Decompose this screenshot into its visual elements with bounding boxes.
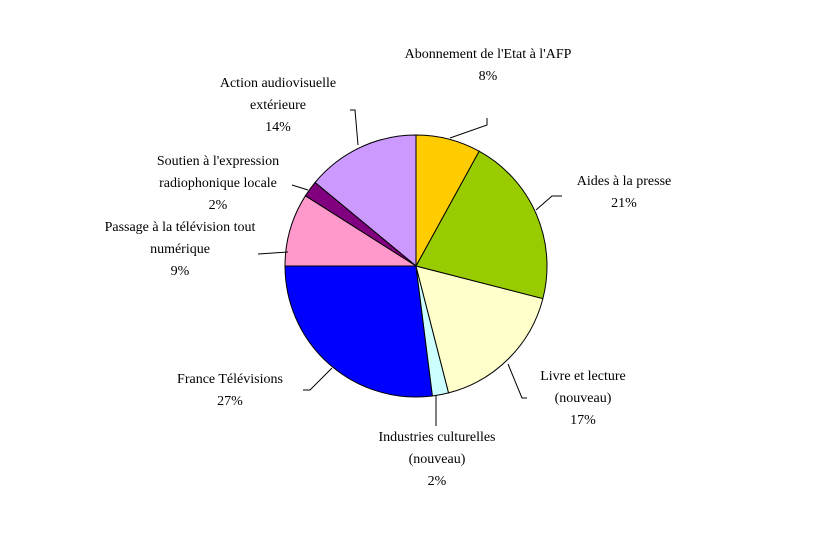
pie-slice (314, 134, 417, 268)
value-label: 9% (170, 264, 190, 279)
pie-slice (415, 265, 544, 394)
slice-label: Aides à la presse 21% (554, 171, 694, 215)
value-label: 2% (427, 474, 447, 489)
slice-label: Abonnement de l'Etat à l'AFP 8% (398, 44, 578, 88)
category-label: Aides à la presse (576, 174, 672, 189)
slice-label: Passage à la télévision tout numérique 9% (98, 217, 263, 283)
leader-line (449, 118, 488, 139)
value-label: 2% (208, 198, 228, 213)
value-label: 27% (217, 394, 243, 409)
category-label: France Télévisions (177, 372, 283, 387)
leader-line (303, 367, 333, 391)
leader-line (350, 109, 359, 146)
slice-label: Action audiovisuelle extérieure 14% (203, 73, 353, 139)
leader-line (507, 363, 527, 399)
pie-slice (415, 150, 548, 300)
value-label: 17% (570, 413, 596, 428)
value-label: 21% (611, 196, 637, 211)
leader-line (257, 251, 289, 255)
pie-slice (415, 134, 480, 267)
slice-label: France Télévisions 27% (160, 369, 300, 413)
leader-lines (257, 109, 562, 426)
value-label: 8% (478, 69, 498, 84)
category-label: Soutien à l'expression radiophonique loc… (156, 154, 280, 191)
category-label: Action audiovisuelle extérieure (219, 76, 337, 113)
pie-slice (284, 265, 433, 398)
slice-label: Industries culturelles (nouveau) 2% (362, 427, 512, 493)
category-label: Industries culturelles (nouveau) (378, 430, 496, 467)
category-label: Abonnement de l'Etat à l'AFP (404, 47, 572, 62)
slice-label: Livre et lecture (nouveau) 17% (523, 366, 643, 432)
value-label: 14% (265, 120, 291, 135)
slice-label: Soutien à l'expression radiophonique loc… (138, 151, 298, 217)
leader-line (291, 184, 309, 191)
leader-line (535, 195, 562, 211)
category-label: Passage à la télévision tout numérique (104, 220, 256, 257)
category-label: Livre et lecture (nouveau) (540, 369, 626, 406)
